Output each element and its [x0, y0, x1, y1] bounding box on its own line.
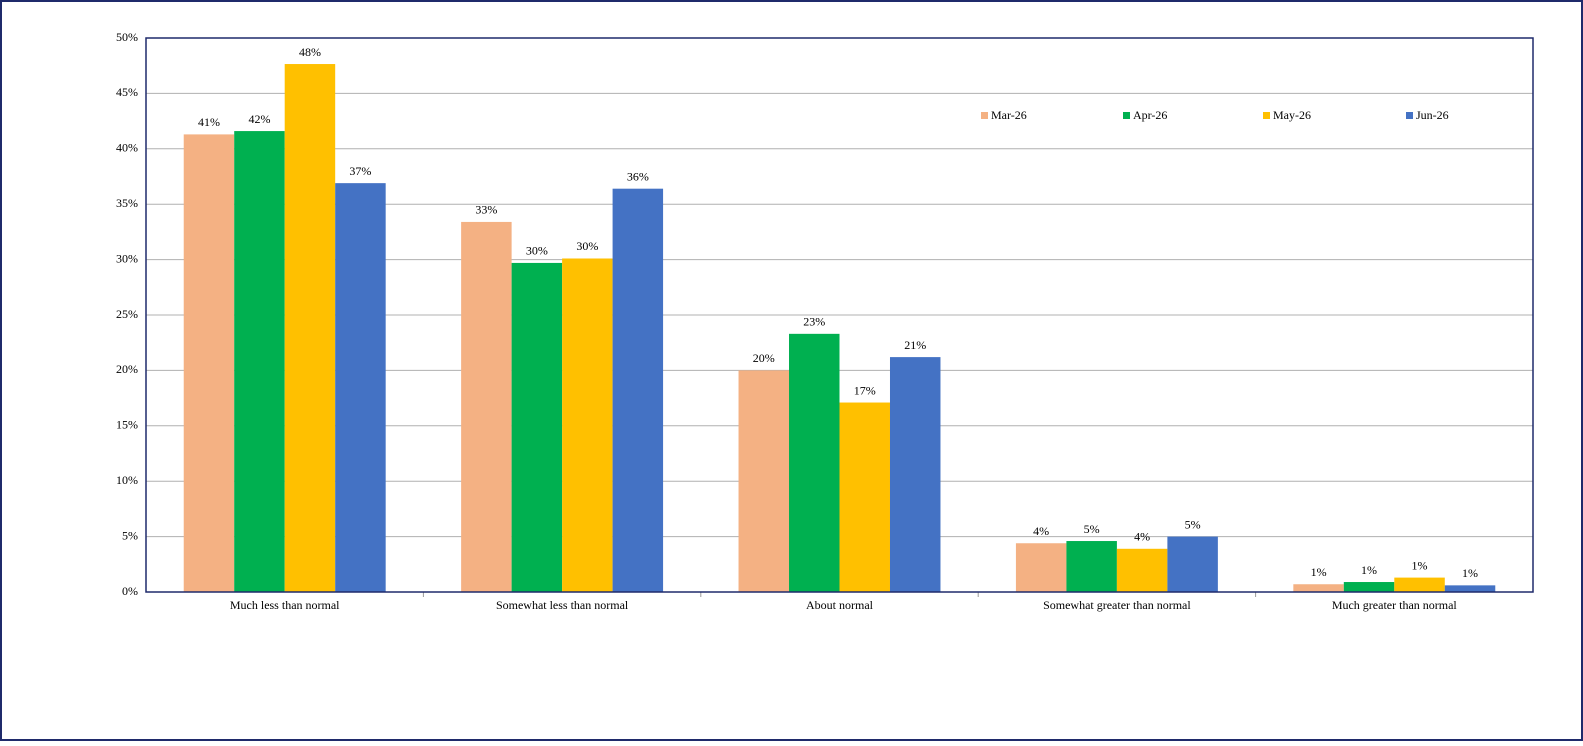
bar [1066, 541, 1117, 592]
bar [738, 370, 790, 592]
bar [284, 64, 336, 592]
data-label: 36% [627, 169, 649, 183]
y-tick-label: 0% [122, 584, 138, 598]
legend-label: Mar-26 [991, 108, 1027, 122]
data-label: 23% [803, 315, 825, 329]
bar [1167, 536, 1218, 592]
legend-label: May-26 [1273, 108, 1311, 122]
bar [335, 183, 386, 592]
legend-label: Apr-26 [1133, 108, 1167, 122]
y-tick-label: 35% [116, 196, 138, 210]
legend-swatch [981, 112, 988, 119]
data-label: 30% [576, 239, 598, 253]
x-tick-label: Much less than normal [230, 598, 340, 612]
y-tick-label: 15% [116, 418, 138, 432]
y-tick-label: 50% [116, 30, 138, 44]
x-tick-label: About normal [806, 598, 874, 612]
bar [1444, 585, 1496, 592]
bar [1343, 582, 1395, 592]
data-label: 30% [526, 244, 548, 258]
y-tick-label: 20% [116, 362, 138, 376]
x-tick-label: Somewhat greater than normal [1043, 598, 1191, 612]
data-label: 21% [904, 338, 926, 352]
data-label: 37% [349, 164, 371, 178]
y-tick-label: 25% [116, 307, 138, 321]
data-label: 33% [475, 203, 497, 217]
x-tick-label: Much greater than normal [1332, 598, 1458, 612]
data-label: 17% [854, 383, 876, 397]
data-label: 4% [1134, 530, 1150, 544]
y-tick-label: 10% [116, 473, 138, 487]
y-tick-label: 40% [116, 141, 138, 155]
data-label: 1% [1361, 563, 1377, 577]
data-label: 5% [1185, 517, 1201, 531]
data-label: 42% [248, 112, 270, 126]
bar [789, 333, 840, 592]
bar [839, 402, 890, 592]
bar [1394, 577, 1445, 592]
legend-swatch [1263, 112, 1270, 119]
data-label: 1% [1412, 558, 1428, 572]
legend-swatch [1406, 112, 1413, 119]
x-tick-label: Somewhat less than normal [496, 598, 629, 612]
data-label: 5% [1084, 522, 1100, 536]
y-tick-label: 5% [122, 528, 138, 542]
bar [562, 258, 613, 592]
data-label: 20% [753, 351, 775, 365]
legend-swatch [1123, 112, 1130, 119]
data-label: 4% [1033, 524, 1049, 538]
data-label: 1% [1311, 565, 1327, 579]
y-tick-label: 45% [116, 85, 138, 99]
bar [183, 134, 235, 592]
bar [612, 188, 664, 593]
bar [1015, 543, 1067, 592]
data-label: 48% [299, 45, 321, 59]
bar [1293, 584, 1344, 592]
bar [461, 221, 512, 593]
data-label: 1% [1462, 566, 1478, 580]
bar [234, 131, 285, 592]
bar [511, 262, 563, 592]
y-tick-label: 30% [116, 251, 138, 265]
legend-label: Jun-26 [1416, 108, 1449, 122]
bar [1116, 548, 1168, 592]
bar [889, 357, 941, 592]
data-label: 41% [198, 115, 220, 129]
plot-border [145, 37, 1534, 593]
